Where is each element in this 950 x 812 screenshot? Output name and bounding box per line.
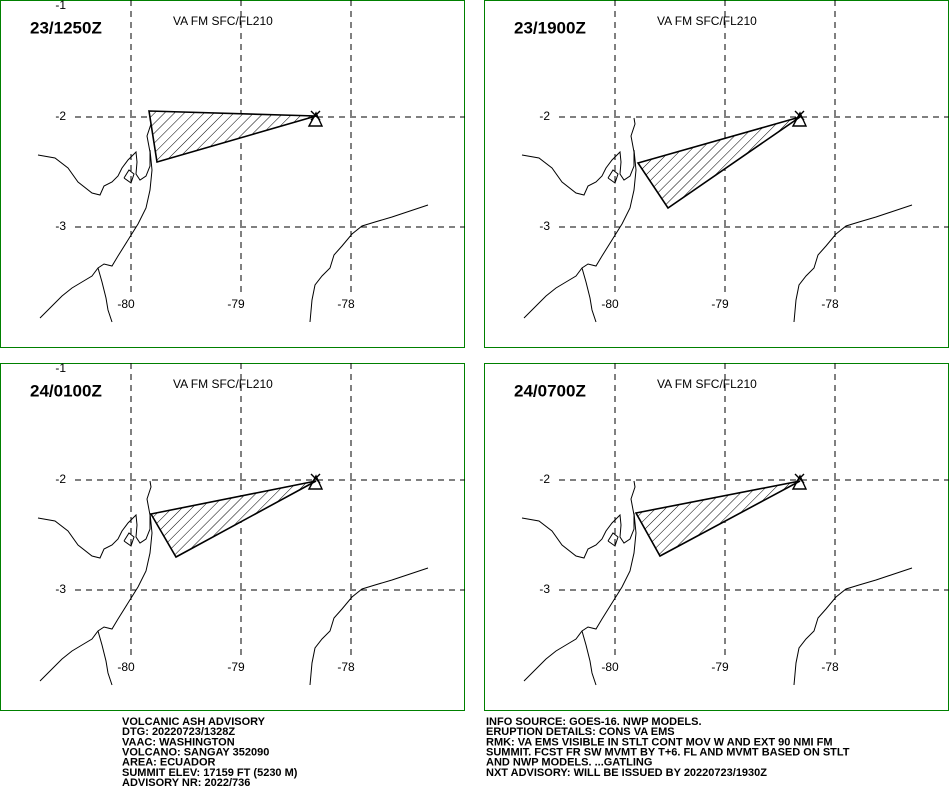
map-panel: -2 -3 -80 -79 -78 23/1900Z VA FM SFC/FL210	[484, 0, 949, 348]
lon-label: -80	[117, 297, 135, 311]
lon-label: -79	[227, 297, 245, 311]
advisory-line: VOLCANO: SANGAY 352090	[122, 747, 269, 759]
valid-time: 23/1900Z	[514, 18, 586, 37]
coastline	[97, 267, 113, 323]
coastline	[523, 512, 637, 682]
coastline	[37, 480, 152, 559]
valid-time: 24/0100Z	[30, 381, 102, 400]
advisory-line: VAAC: WASHINGTON	[122, 736, 235, 748]
flight-level: VA FM SFC/FL210	[173, 377, 273, 391]
coastline	[37, 117, 152, 196]
advisory-line: NXT ADVISORY: WILL BE ISSUED BY 20220723…	[486, 767, 767, 779]
advisory-line: ERUPTION DETAILS: CONS VA EMS	[486, 726, 675, 738]
lat-label: -2	[55, 109, 66, 123]
lat-label: -3	[539, 582, 550, 596]
coastline	[523, 149, 637, 319]
lat-label: -2	[539, 109, 550, 123]
advisory-line: ADVISORY NR: 2022/736	[122, 777, 250, 789]
lon-label: -78	[337, 297, 355, 311]
label-bg	[28, 380, 110, 402]
lat-label: -2	[55, 472, 66, 486]
advisory-line: AREA: ECUADOR	[122, 757, 216, 769]
ash-cloud	[148, 110, 317, 164]
coastline	[581, 267, 597, 323]
flight-level: VA FM SFC/FL210	[657, 377, 757, 391]
lon-label: -79	[227, 660, 245, 674]
valid-time: 24/0700Z	[514, 381, 586, 400]
label-bg	[512, 380, 594, 402]
ash-cloud	[149, 480, 317, 559]
lat-label: -3	[539, 219, 550, 233]
coastline	[521, 480, 636, 559]
volcano-x	[310, 110, 321, 121]
advisory-line: SUMMIT. FCST FR SW MVMT BY T+6. FL AND M…	[486, 747, 850, 759]
flight-level: VA FM SFC/FL210	[657, 14, 757, 28]
coastline	[521, 117, 636, 196]
panel-frame	[0, 0, 465, 348]
map-panel: -1 -2 -3 -80 -79 -78 24/0100Z VA FM SFC/FL210	[0, 361, 465, 711]
lon-label: -78	[337, 660, 355, 674]
lon-label: -80	[601, 297, 619, 311]
ash-cloud	[636, 116, 801, 210]
flight-level: VA FM SFC/FL210	[173, 14, 273, 28]
panel-frame	[0, 363, 465, 711]
coastline	[123, 169, 135, 184]
coastline	[39, 149, 153, 319]
coastline	[793, 567, 913, 686]
lon-label: -78	[821, 297, 839, 311]
valid-time: 23/1250Z	[30, 18, 102, 37]
lat-label: -3	[55, 219, 66, 233]
advisory-line: INFO SOURCE: GOES-16. NWP MODELS.	[486, 716, 702, 728]
coastline	[309, 204, 429, 323]
map-panel: -2 -3 -80 -79 -78 24/0700Z VA FM SFC/FL210	[484, 363, 949, 711]
volcano-x	[794, 473, 805, 484]
panel-frame	[484, 363, 949, 711]
label-bg	[28, 17, 110, 39]
advisory-line: AND NWP MODELS. ...GATLING	[486, 757, 652, 769]
coastline	[793, 204, 913, 323]
panel-frame	[484, 0, 949, 348]
coastline	[97, 630, 113, 686]
advisory-line: SUMMIT ELEV: 17159 FT (5230 M)	[122, 767, 298, 779]
coastline	[607, 532, 619, 547]
lat-label: -1	[55, 361, 66, 375]
map-panel: -1 -2 -3 -80 -79 -78 23/1250Z VA FM SFC/FL210	[0, 0, 465, 348]
lon-label: -80	[601, 660, 619, 674]
label-bg	[512, 17, 594, 39]
lat-label: -2	[539, 472, 550, 486]
lon-label: -79	[711, 660, 729, 674]
coastline	[607, 169, 619, 184]
lat-label: -1	[55, 0, 66, 12]
volcano-x	[794, 110, 805, 121]
advisory-line: RMK: VA EMS VISIBLE IN STLT CONT MOV W A…	[486, 736, 833, 748]
volcano-x	[310, 473, 321, 484]
coastline	[309, 567, 429, 686]
lat-label: -3	[55, 582, 66, 596]
coastline	[581, 630, 597, 686]
lon-label: -80	[117, 660, 135, 674]
ash-cloud	[634, 480, 801, 558]
advisory-line: DTG: 20220723/1328Z	[122, 726, 235, 738]
lon-label: -78	[821, 660, 839, 674]
coastline	[123, 532, 135, 547]
advisory-line: VOLCANIC ASH ADVISORY	[122, 716, 266, 728]
coastline	[39, 512, 153, 682]
lon-label: -79	[711, 297, 729, 311]
